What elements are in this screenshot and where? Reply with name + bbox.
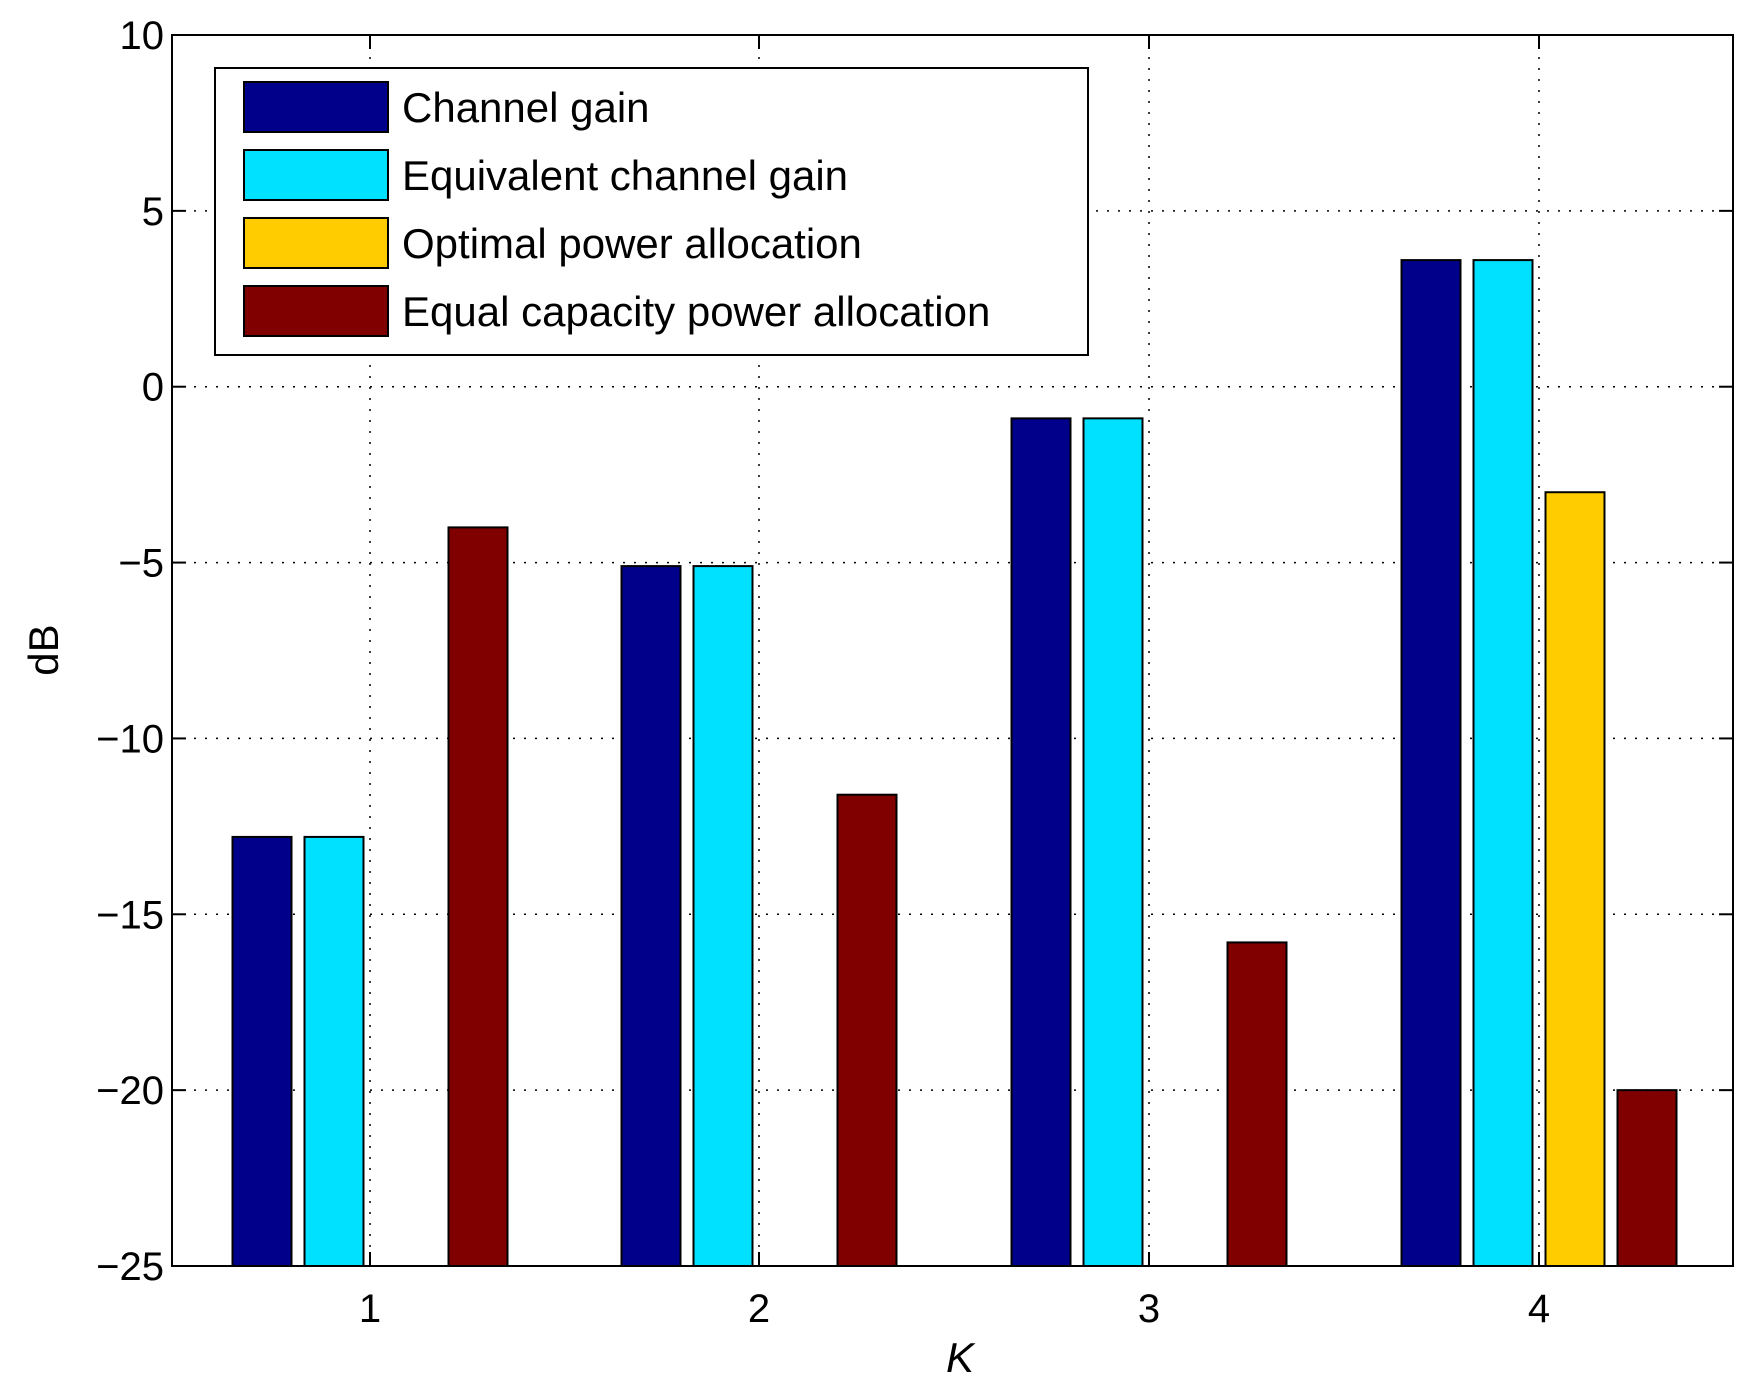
x-tick-label: 1 — [359, 1287, 381, 1331]
legend-swatch — [243, 81, 389, 133]
bar-series2-k2 — [692, 565, 754, 1267]
bar-series1-k3 — [1010, 417, 1072, 1267]
bar-series1-k2 — [620, 565, 682, 1267]
y-tick-label: 0 — [142, 366, 164, 410]
y-tick-label: 10 — [120, 14, 165, 58]
legend-label: Equal capacity power allocation — [402, 288, 990, 335]
y-axis-label: dB — [20, 624, 67, 675]
bar-series2-k4 — [1472, 259, 1534, 1267]
bars — [231, 259, 1678, 1268]
x-tick-label: 2 — [748, 1287, 770, 1331]
x-axis-label: K — [946, 1334, 976, 1381]
y-tick-label: −5 — [118, 542, 164, 586]
axes-box — [171, 34, 1734, 1267]
y-tick-label: −25 — [96, 1245, 164, 1289]
bar-series2-k1 — [303, 835, 365, 1267]
legend-label: Optimal power allocation — [402, 220, 862, 267]
bar-series2-k3 — [1082, 417, 1144, 1267]
x-tick-labels: 1 2 3 4 — [359, 1287, 1550, 1331]
x-tick-label: 4 — [1528, 1287, 1550, 1331]
bar-series4-k1 — [447, 526, 509, 1267]
bar-series1-k1 — [231, 835, 293, 1267]
bar-series4-k3 — [1226, 941, 1288, 1267]
axis-ticks — [172, 34, 1733, 1267]
bar-series4-k2 — [836, 793, 898, 1268]
y-tick-label: 5 — [142, 190, 164, 234]
y-tick-label: −15 — [96, 893, 164, 937]
y-tick-label: −20 — [96, 1069, 164, 1113]
legend-label: Channel gain — [402, 84, 650, 131]
legend-swatch — [243, 149, 389, 201]
bar-series3-k4 — [1544, 491, 1606, 1267]
legend-label: Equivalent channel gain — [402, 152, 848, 199]
legend: Channel gain Equivalent channel gain Optim… — [214, 67, 1089, 356]
bar-series4-k4 — [1616, 1089, 1678, 1267]
x-tick-label: 3 — [1138, 1287, 1160, 1331]
y-tick-labels: 10 5 0 −5 −10 −15 −20 −25 — [96, 14, 164, 1289]
bar-series1-k4 — [1400, 259, 1462, 1267]
y-tick-label: −10 — [96, 717, 164, 761]
legend-swatch — [243, 217, 389, 269]
legend-swatch — [243, 285, 389, 337]
